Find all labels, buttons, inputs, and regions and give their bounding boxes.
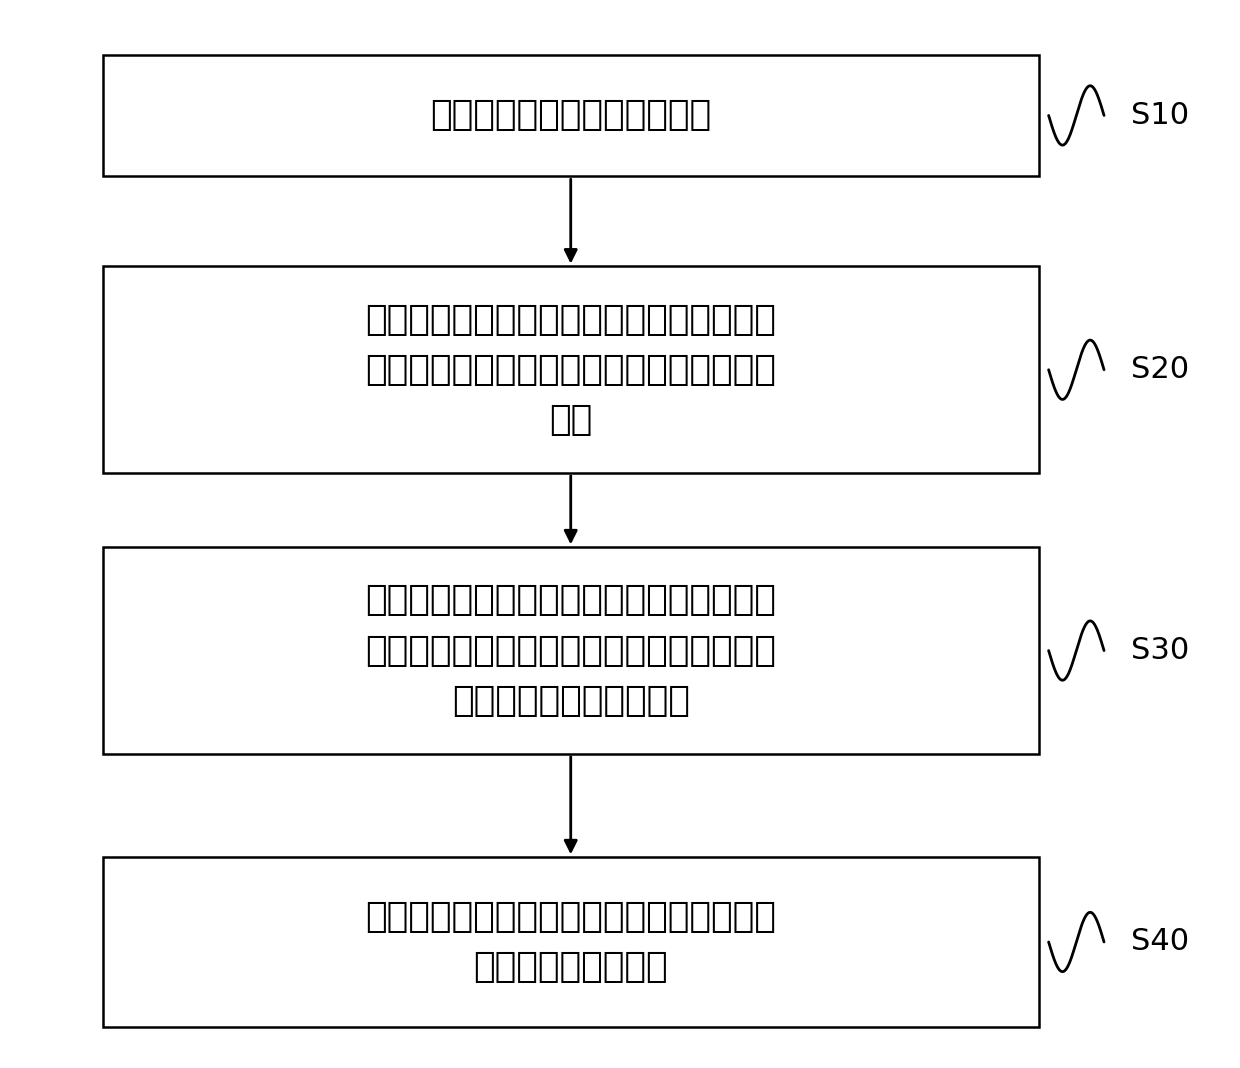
Text: S10: S10 xyxy=(1131,101,1189,130)
Text: 在检测到所述智能功率模块的温度上升至大
于或等于预设温度阈值时，获取对应的检测
时刻: 在检测到所述智能功率模块的温度上升至大 于或等于预设温度阈值时，获取对应的检测 … xyxy=(366,302,776,437)
Text: S20: S20 xyxy=(1131,356,1189,384)
Text: 获取所述检测时刻之前的第一预设时长内，
所述智能功率模块的温度上升至大于或等于
预设温度阈值的出现次数: 获取所述检测时刻之前的第一预设时长内， 所述智能功率模块的温度上升至大于或等于 … xyxy=(366,583,776,718)
Text: S30: S30 xyxy=(1131,637,1189,665)
Text: S40: S40 xyxy=(1131,927,1189,957)
Bar xyxy=(103,547,1039,754)
Bar xyxy=(103,266,1039,473)
Bar xyxy=(103,54,1039,176)
Text: 检测所述智能功率模块的温度: 检测所述智能功率模块的温度 xyxy=(430,98,712,132)
Text: 在所述出现次数大于预设次数时，将压缩机
频率突降为预设频率: 在所述出现次数大于预设次数时，将压缩机 频率突降为预设频率 xyxy=(366,900,776,984)
Bar xyxy=(103,858,1039,1026)
